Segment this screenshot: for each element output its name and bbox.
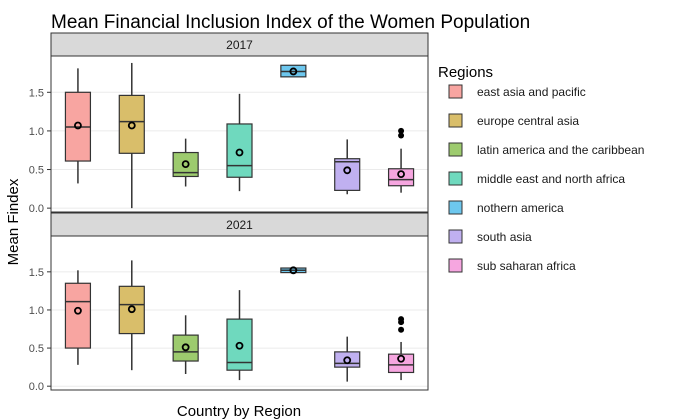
mean-point [397,170,405,179]
box-body [172,334,199,362]
legend-label: nothern america [477,201,564,215]
panel-label: 2017 [226,38,253,52]
panels: 2017 0.0 0.5 1.0 1.5 2021 0.0 0.5 1.0 1.5 [29,32,429,393]
mean-point [127,305,136,314]
outlier-point [398,316,405,323]
box-body [172,151,199,178]
y-tick-label: 1.5 [29,87,44,99]
y-tick-label: 0.5 [29,343,44,355]
legend-label: europe central asia [477,114,579,128]
box-latin-america-and-the-caribbean [172,138,199,187]
legend-label: middle east and north africa [477,172,625,186]
mean-point [235,341,244,350]
box-europe-central-asia [118,260,145,371]
mean-point [235,148,244,157]
legend-item: europe central asia [448,113,579,128]
mean-point [127,121,136,130]
legend-item: sub saharan africa [448,258,576,273]
legend-item: east asia and pacific [448,84,586,99]
legend-swatch [448,200,463,215]
mean-point [181,160,190,169]
legend-label: south asia [477,230,532,244]
box-body [64,282,92,349]
box-europe-central-asia [118,62,145,209]
legend-label: latin america and the caribbean [477,143,644,157]
box-east-asia-and-pacific [64,68,92,184]
box-middle-east-and-north-africa [226,290,253,381]
chart-title: Mean Financial Inclusion Index of the Wo… [51,12,530,33]
box-body [226,123,253,178]
mean-point [289,266,298,275]
box-body [118,285,145,335]
legend-swatch [448,142,463,157]
box-nothern-america [280,266,307,275]
mean-point [74,306,82,315]
box-body [387,353,415,374]
outlier-point [398,326,405,333]
y-tick-label: 0.0 [29,203,44,215]
legend-swatch [448,258,463,273]
legend-swatch [448,113,463,128]
legend-swatch [448,171,463,186]
y-tick-label: 0.0 [29,381,44,393]
y-tick-label: 1.0 [29,305,44,317]
mean-point [181,343,190,352]
panel-2021: 2021 0.0 0.5 1.0 1.5 [29,212,429,393]
box-latin-america-and-the-caribbean [172,315,199,374]
box-nothern-america [280,64,307,78]
plot-border [50,235,429,391]
mean-point [343,356,352,365]
y-tick-label: 1.5 [29,267,44,279]
panel-2017: 2017 0.0 0.5 1.0 1.5 [29,32,429,215]
box-body [334,351,361,368]
legend-swatch [448,229,463,244]
box-body [118,94,145,154]
box-body [334,158,361,191]
legend-title: Regions [438,64,493,81]
x-axis-title: Country by Region [177,403,301,419]
legend: east asia and pacific europe central asia… [448,84,644,273]
y-axis-title: Mean Findex [5,178,22,265]
y-tick-label: 1.0 [29,126,44,138]
box-body [226,318,253,371]
y-tick-label: 0.5 [29,165,44,177]
plot-border [50,55,429,213]
legend-item: south asia [448,229,532,244]
outlier-point [398,132,405,139]
mean-point [343,166,352,175]
legend-label: sub saharan africa [477,259,576,273]
mean-point [74,121,82,130]
box-east-asia-and-pacific [64,270,92,365]
legend-label: east asia and pacific [477,85,586,99]
box-sub-saharan-africa [387,316,415,381]
box-middle-east-and-north-africa [226,93,253,192]
legend-swatch [448,84,463,99]
panel-label: 2021 [226,218,253,232]
legend-item: middle east and north africa [448,171,625,186]
legend-item: nothern america [448,200,564,215]
box-south-asia [334,336,361,382]
mean-point [289,67,298,76]
mean-point [397,354,405,363]
legend-item: latin america and the caribbean [448,142,644,157]
outlier-point [398,127,405,134]
box-south-asia [334,139,361,195]
box-sub-saharan-africa [387,127,415,193]
